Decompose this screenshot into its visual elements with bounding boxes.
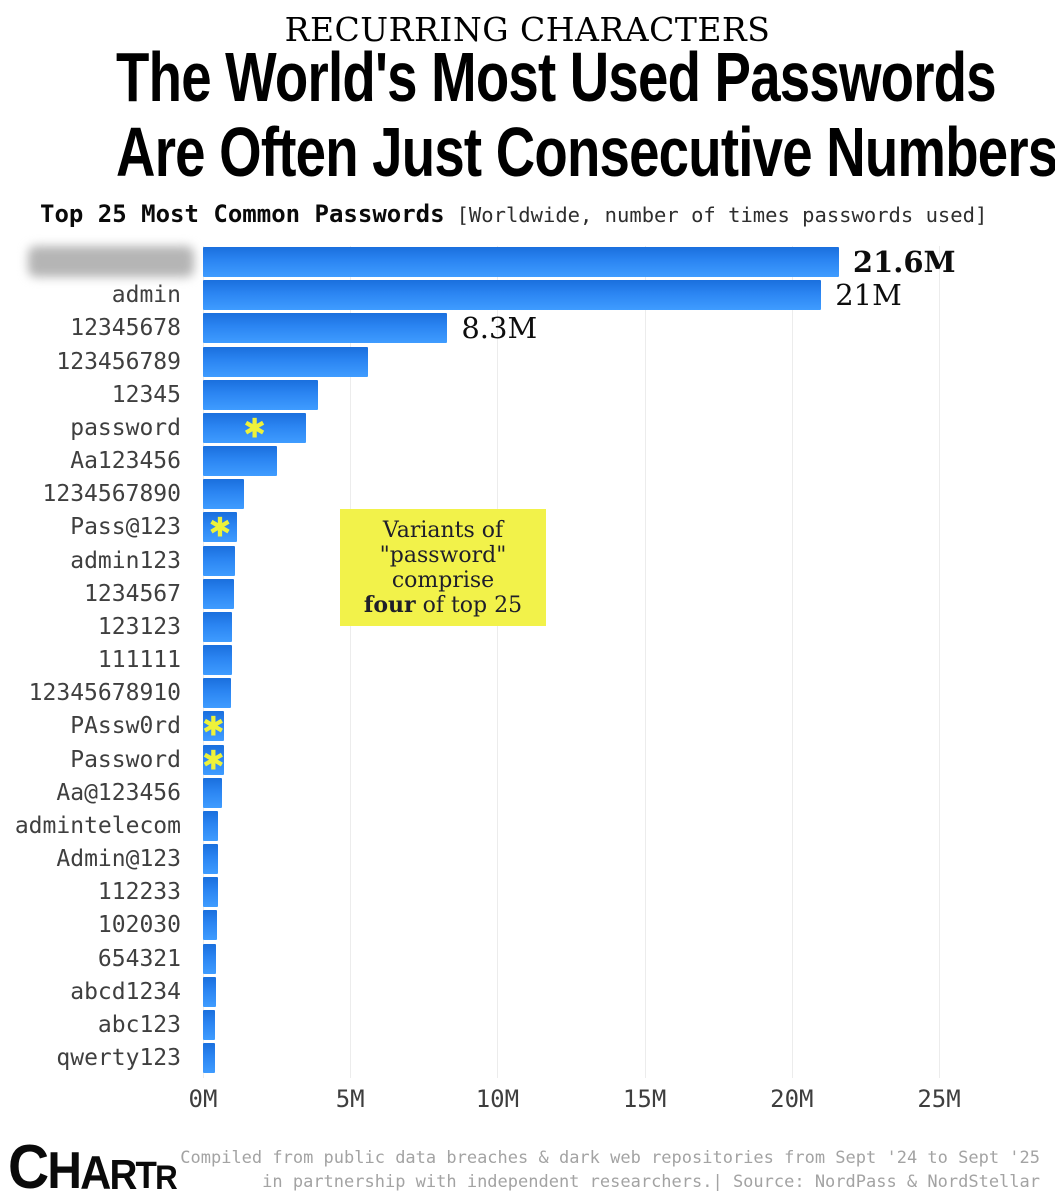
annotation-line: "password" [379, 542, 507, 568]
value-label: 21M [835, 278, 902, 313]
password-label: Aa@123456 [56, 779, 181, 806]
bar [203, 810, 218, 841]
password-label: 12345678 [70, 315, 181, 342]
x-axis-tick: 20M [770, 1085, 814, 1113]
bar [203, 943, 217, 974]
kicker: RECURRING CHARACTERS [284, 10, 771, 49]
password-label: Password [70, 746, 181, 773]
gridline [350, 246, 352, 1078]
title-line-2: Are Often Just Consecutive Numbers [116, 113, 1055, 191]
bar [203, 844, 218, 875]
bar [203, 910, 217, 941]
logo-letter: R [155, 1159, 178, 1198]
bar [203, 678, 231, 709]
annotation-line: Variants of [382, 517, 504, 543]
source-credit: Compiled from public data breaches & dar… [180, 1146, 1040, 1194]
gridline [939, 246, 940, 1078]
bar [203, 1009, 215, 1040]
password-label: 12345678910 [28, 680, 181, 707]
password-label: 1234567890 [42, 481, 181, 508]
bar [203, 645, 233, 676]
value-label: 8.3M [461, 311, 538, 346]
bar [203, 479, 245, 510]
gridline [497, 246, 499, 1078]
password-label [0, 247, 181, 277]
chart-subtitle: Top 25 Most Common Passwords [Worldwide, … [40, 200, 987, 228]
bar [203, 877, 218, 908]
gridline [644, 246, 646, 1078]
password-label: Aa123456 [70, 448, 181, 475]
logo-letter: T [135, 1155, 157, 1198]
bar [203, 578, 234, 609]
password-label: admin [111, 282, 181, 309]
password-label: qwerty123 [56, 1045, 181, 1072]
bar [203, 446, 277, 477]
bar [203, 346, 368, 377]
bar [203, 412, 307, 443]
x-axis-tick: 5M [335, 1085, 365, 1113]
title-line-1: The World's Most Used Passwords [116, 38, 997, 116]
password-variant-asterisk: ✱ [201, 711, 225, 743]
logo-letter: C [8, 1132, 49, 1198]
logo-letter: H [47, 1142, 82, 1198]
password-label: 111111 [97, 647, 181, 674]
credit-line-1: Compiled from public data breaches & dar… [180, 1148, 1040, 1168]
password-label: 654321 [97, 945, 181, 972]
bar [203, 379, 318, 410]
bar [203, 512, 237, 543]
password-label: admintelecom [14, 812, 181, 839]
password-label: 1234567 [84, 580, 181, 607]
credit-line-2: in partnership with independent research… [262, 1172, 1040, 1192]
password-variant-asterisk: ✱ [201, 745, 225, 777]
annotation-box: Variants of "password" comprise four of … [340, 509, 546, 626]
x-axis-tick: 0M [188, 1085, 218, 1113]
logo-letter: R [109, 1151, 137, 1198]
bar [203, 1043, 215, 1074]
password-label: abc123 [97, 1011, 181, 1038]
annotation-line: four of top 25 [363, 591, 523, 618]
x-axis-tick: 15M [622, 1085, 667, 1113]
redacted-label-blur [28, 246, 194, 277]
password-label: 123123 [97, 613, 181, 640]
password-label: 102030 [97, 912, 181, 939]
bar [203, 313, 448, 344]
password-variant-asterisk: ✱ [243, 413, 266, 445]
x-axis-tick: 10M [475, 1085, 520, 1113]
password-label: 112233 [97, 879, 181, 906]
x-axis-tick: 25M [917, 1085, 961, 1113]
bar [203, 976, 217, 1007]
gridline [791, 246, 793, 1078]
password-label: 12345 [111, 381, 181, 408]
bar [203, 744, 224, 775]
bar [203, 247, 839, 277]
bar [203, 777, 223, 808]
logo-letter: A [80, 1146, 111, 1198]
password-label: Pass@123 [70, 514, 181, 541]
subtitle-bold: Top 25 Most Common Passwords [40, 200, 445, 228]
password-label: 123456789 [56, 348, 181, 375]
password-variant-asterisk: ✱ [208, 512, 232, 544]
password-label: password [70, 414, 181, 441]
bar [203, 611, 233, 642]
password-label: abcd1234 [70, 978, 181, 1005]
bar [203, 280, 822, 311]
bar [203, 711, 224, 742]
password-label: Admin@123 [56, 846, 181, 873]
password-label: PAssw0rd [70, 713, 181, 740]
bar [203, 545, 236, 576]
annotation-line: comprise [391, 567, 495, 593]
subtitle-note: [Worldwide, number of times passwords us… [456, 203, 988, 227]
value-label: 21.6M [852, 245, 956, 279]
password-label: admin123 [70, 547, 181, 574]
